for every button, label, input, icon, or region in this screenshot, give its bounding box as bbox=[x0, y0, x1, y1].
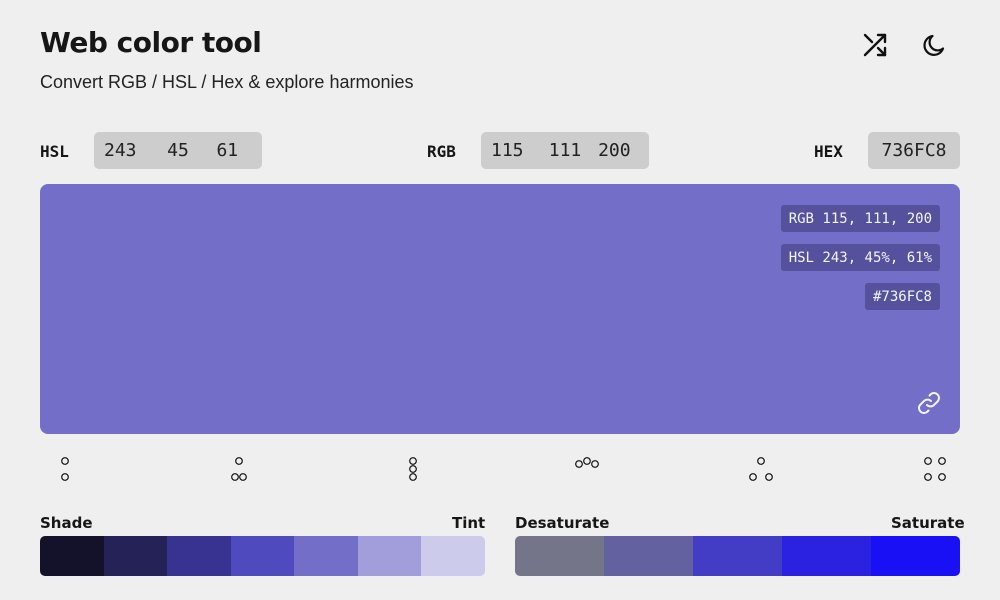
shade-tint-swatch-7[interactable] bbox=[421, 536, 485, 576]
hex-value-chip[interactable]: #736FC8 bbox=[864, 283, 940, 310]
hex-label: HEX bbox=[814, 142, 843, 161]
shade-tint-scale bbox=[40, 536, 485, 576]
saturation-swatch-5[interactable] bbox=[871, 536, 960, 576]
saturation-swatch-4[interactable] bbox=[782, 536, 871, 576]
tetradic-harmony-icon[interactable] bbox=[919, 454, 951, 486]
rgb-input[interactable]: 115 111 200 bbox=[481, 132, 649, 169]
rgb-red-value[interactable]: 115 bbox=[491, 140, 524, 161]
hsl-saturation-value[interactable]: 45 bbox=[167, 140, 189, 161]
page-subtitle: Convert RGB / HSL / Hex & explore harmon… bbox=[40, 72, 414, 92]
saturation-swatch-2[interactable] bbox=[604, 536, 693, 576]
triadic-spread-harmony-icon[interactable] bbox=[745, 454, 777, 486]
link-icon[interactable] bbox=[916, 390, 942, 416]
hex-input[interactable]: 736FC8 bbox=[868, 132, 960, 169]
triadic-harmony-icon[interactable] bbox=[397, 454, 429, 486]
saturation-swatch-3[interactable] bbox=[693, 536, 782, 576]
analogous-harmony-icon[interactable] bbox=[571, 454, 603, 486]
complementary-harmony-icon[interactable] bbox=[49, 454, 81, 486]
split-complementary-harmony-icon[interactable] bbox=[223, 454, 255, 486]
rgb-label: RGB bbox=[427, 142, 456, 161]
saturate-label: Saturate bbox=[891, 514, 965, 532]
saturation-swatch-1[interactable] bbox=[515, 536, 604, 576]
hsl-value-chip[interactable]: HSL 243, 45%, 61% bbox=[780, 244, 940, 271]
hsl-hue-value[interactable]: 243 bbox=[104, 140, 137, 161]
color-preview: RGB 115, 111, 200 HSL 243, 45%, 61% #736… bbox=[40, 184, 960, 434]
shade-tint-swatch-4[interactable] bbox=[230, 536, 295, 576]
saturation-scale bbox=[515, 536, 960, 576]
shade-tint-swatch-2[interactable] bbox=[103, 536, 168, 576]
desaturate-label: Desaturate bbox=[515, 514, 610, 532]
tint-label: Tint bbox=[452, 514, 486, 532]
moon-icon[interactable] bbox=[918, 28, 952, 62]
shade-label: Shade bbox=[40, 514, 93, 532]
rgb-green-value[interactable]: 111 bbox=[548, 140, 582, 161]
rgb-blue-value[interactable]: 200 bbox=[598, 140, 631, 161]
hsl-label: HSL bbox=[40, 142, 69, 161]
shade-tint-swatch-1[interactable] bbox=[40, 536, 104, 576]
rgb-value-chip[interactable]: RGB 115, 111, 200 bbox=[780, 205, 940, 232]
shuffle-icon[interactable] bbox=[858, 28, 892, 62]
shade-tint-swatch-6[interactable] bbox=[357, 536, 422, 576]
shade-tint-swatch-3[interactable] bbox=[167, 536, 231, 576]
hsl-lightness-value[interactable]: 61 bbox=[216, 140, 239, 161]
shade-tint-swatch-5[interactable] bbox=[294, 536, 358, 576]
hsl-input[interactable]: 243 45 61 bbox=[94, 132, 262, 169]
page-title: Web color tool bbox=[40, 26, 262, 59]
